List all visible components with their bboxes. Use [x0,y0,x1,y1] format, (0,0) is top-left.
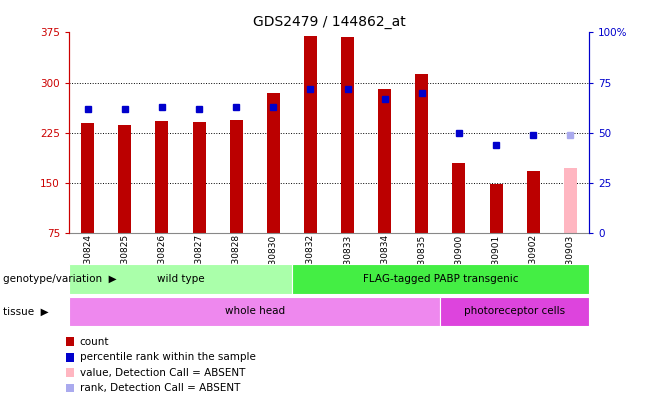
Bar [490,184,503,233]
Title: GDS2479 / 144862_at: GDS2479 / 144862_at [253,15,405,29]
Text: count: count [80,337,109,347]
Text: whole head: whole head [224,307,285,316]
Text: genotype/variation  ▶: genotype/variation ▶ [3,274,117,284]
Bar [69,264,292,294]
Bar [155,121,168,233]
Bar [292,264,589,294]
Bar [440,297,589,326]
Text: percentile rank within the sample: percentile rank within the sample [80,352,255,362]
Bar [453,163,465,233]
Text: wild type: wild type [157,274,204,284]
Bar [266,93,280,233]
Bar [526,171,540,233]
Text: photoreceptor cells: photoreceptor cells [464,307,565,316]
Bar [81,123,94,233]
Bar [564,168,577,233]
Bar [341,37,354,233]
Bar [415,74,428,233]
Bar [230,120,243,233]
Bar [193,122,205,233]
Bar [118,125,132,233]
Text: rank, Detection Call = ABSENT: rank, Detection Call = ABSENT [80,383,240,393]
Text: value, Detection Call = ABSENT: value, Detection Call = ABSENT [80,368,245,377]
Bar [69,297,440,326]
Bar [304,36,317,233]
Bar [378,89,392,233]
Text: tissue  ▶: tissue ▶ [3,307,49,316]
Text: FLAG-tagged PABP transgenic: FLAG-tagged PABP transgenic [363,274,518,284]
